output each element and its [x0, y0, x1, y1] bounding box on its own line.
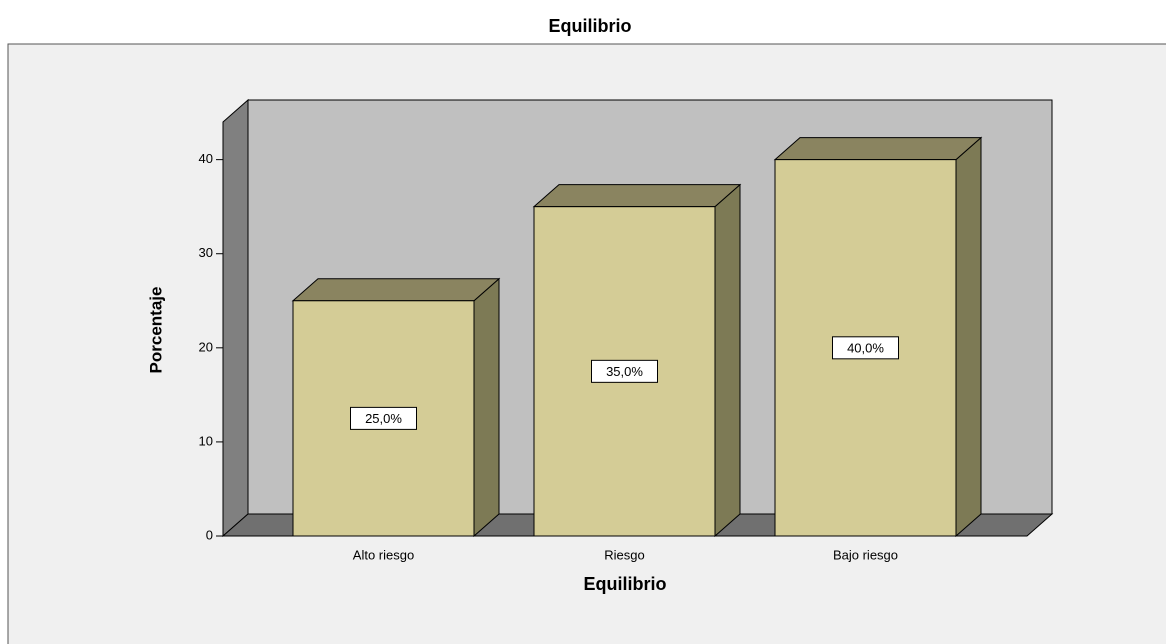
bar-top — [532, 184, 742, 208]
value-label: 25,0% — [365, 411, 402, 426]
y-axis-label: Porcentaje — [146, 287, 165, 374]
left-wall — [222, 98, 249, 538]
y-tick-label: 40 — [199, 151, 213, 166]
y-tick-label: 0 — [206, 527, 213, 542]
value-label-box — [350, 406, 417, 430]
x-axis-label: Equilibrio — [584, 574, 667, 594]
bar-side — [473, 277, 500, 538]
bar-side — [714, 183, 741, 538]
x-tick-label: Bajo riesgo — [833, 547, 898, 562]
value-label: 35,0% — [606, 364, 643, 379]
bar-top — [773, 137, 983, 161]
bar-side — [955, 136, 982, 538]
y-tick-label: 20 — [199, 339, 213, 354]
x-tick-label: Riesgo — [604, 547, 644, 562]
value-label-box — [591, 359, 658, 383]
x-tick-label: Alto riesgo — [353, 547, 414, 562]
y-tick-label: 30 — [199, 245, 213, 260]
y-tick-label: 10 — [199, 433, 213, 448]
value-label: 40,0% — [847, 340, 884, 355]
bar-top — [291, 278, 501, 302]
value-label-box — [832, 336, 899, 360]
chart-title: Equilibrio — [549, 16, 632, 36]
